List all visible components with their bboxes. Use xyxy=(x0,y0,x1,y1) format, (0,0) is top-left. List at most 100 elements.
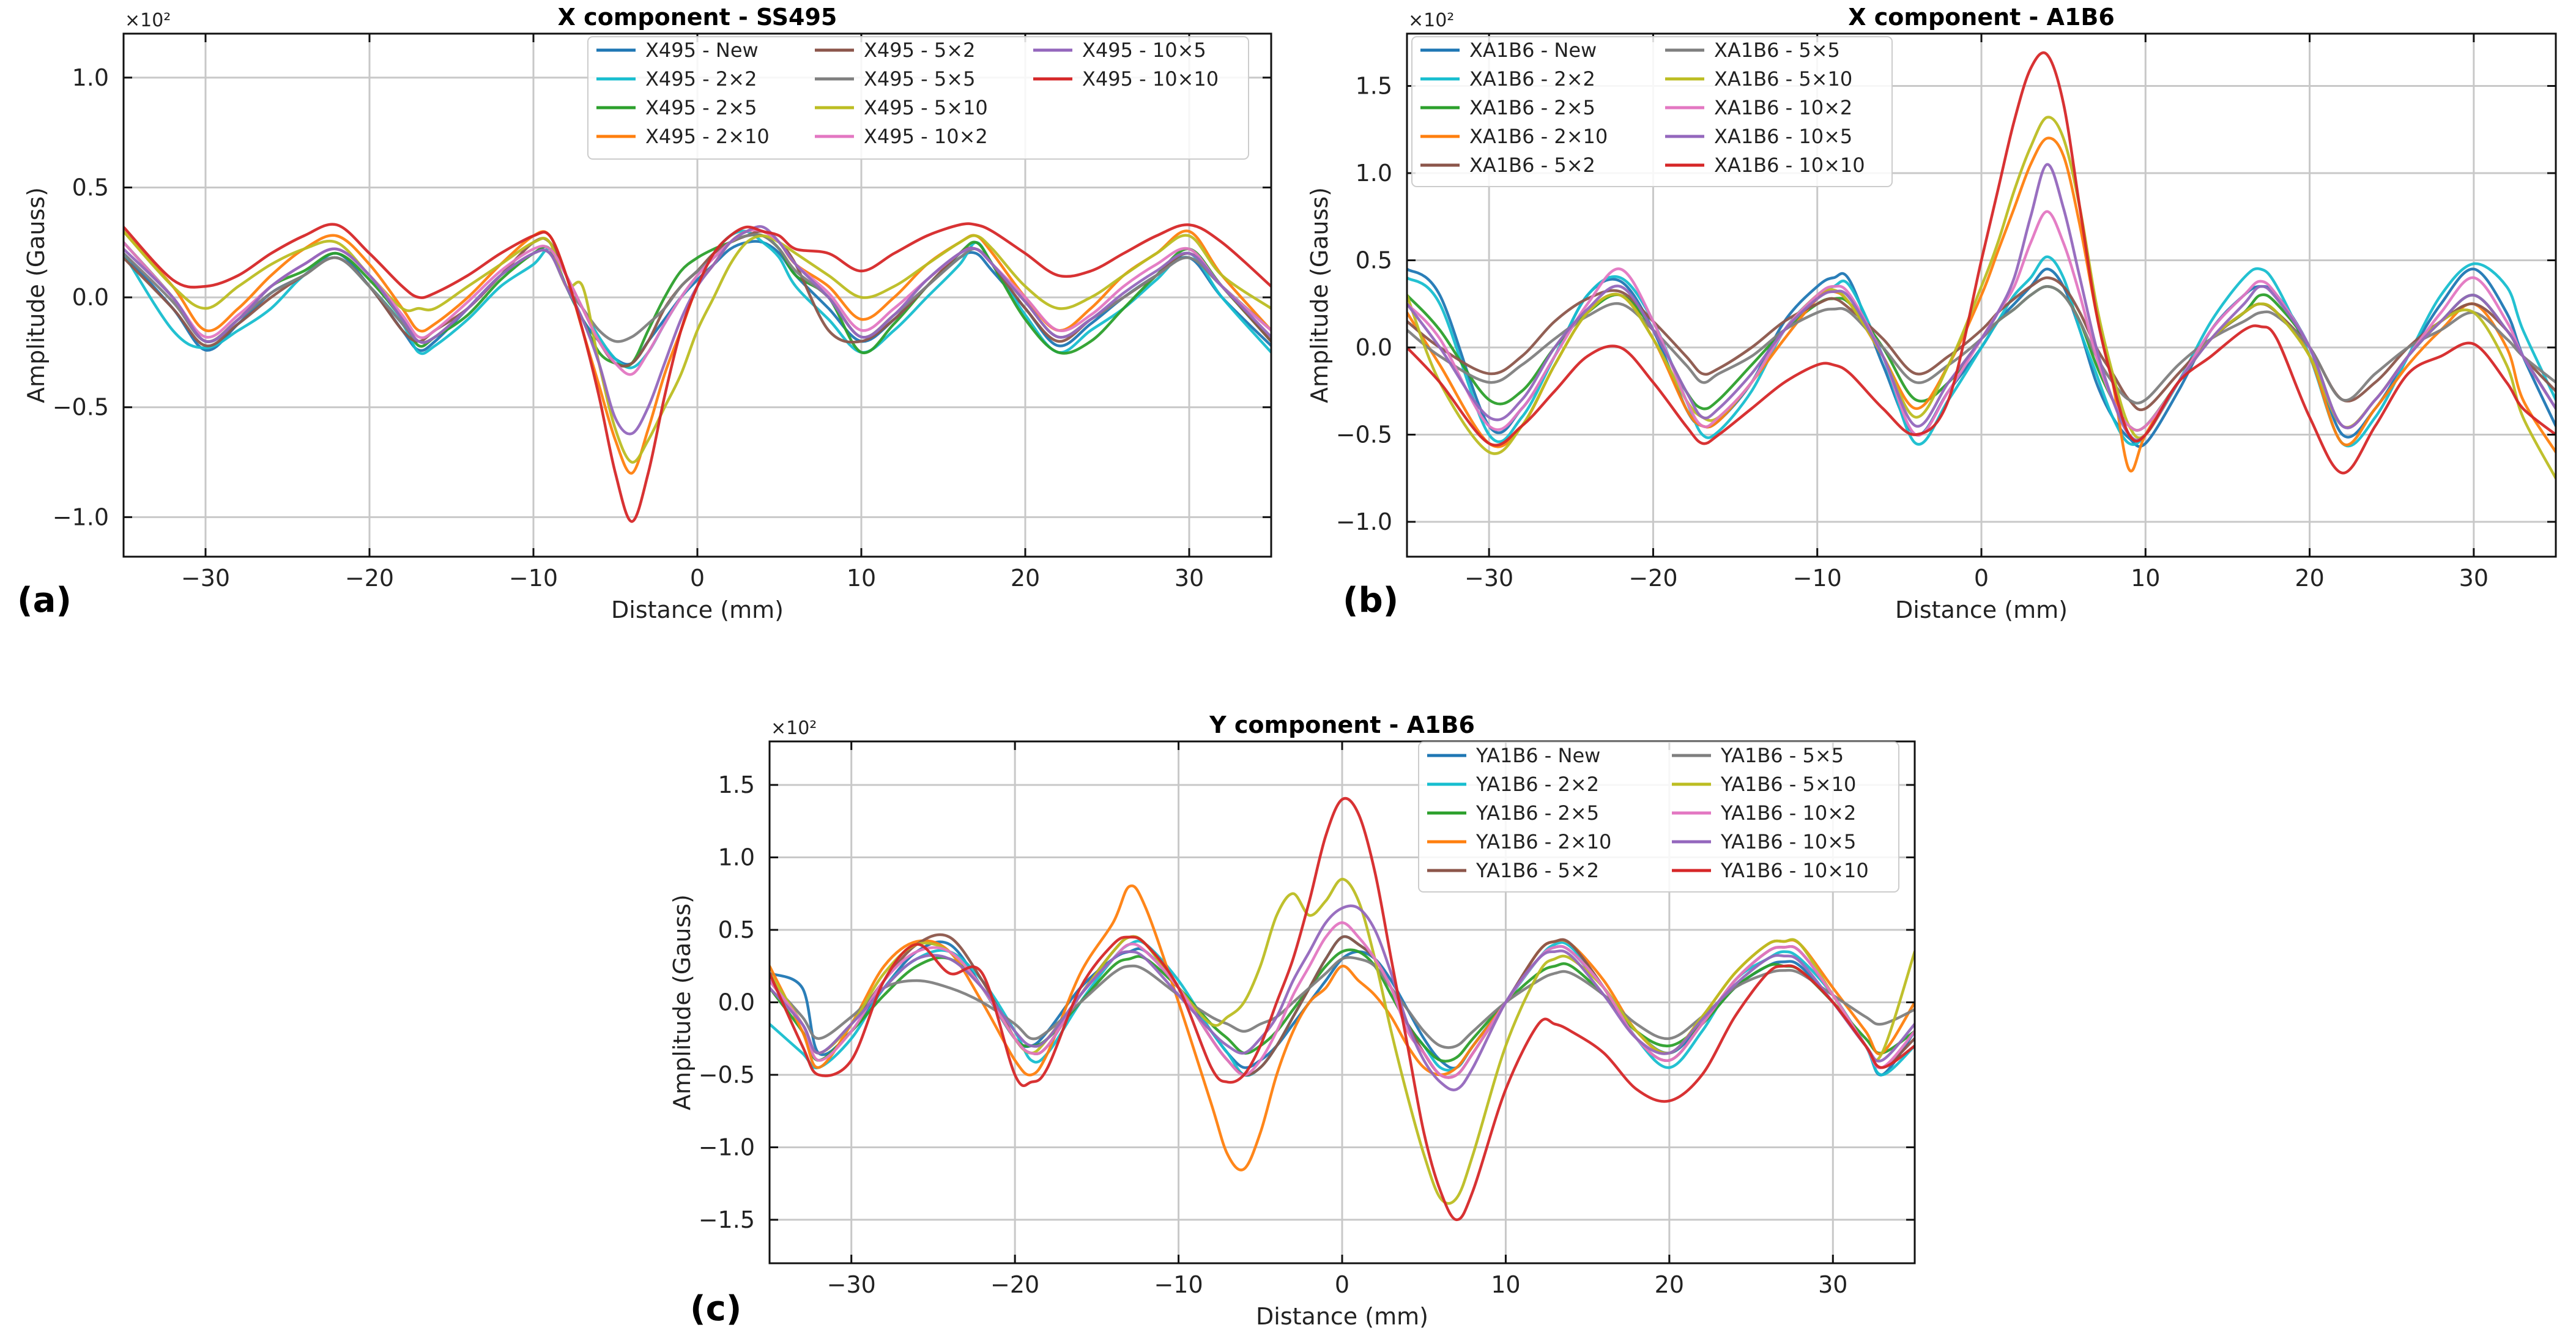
y-axis-title: Amplitude (Gauss) xyxy=(669,894,696,1110)
legend-entry: XA1B6 - 10×10 xyxy=(1714,154,1865,177)
legend: X495 - New X495 - 2×2 X495 - 2×5 X495 - 2×1… xyxy=(587,36,1249,160)
x-tick-label: 30 xyxy=(1818,1271,1847,1298)
legend-entry: XA1B6 - 10×2 xyxy=(1714,96,1852,119)
series-line xyxy=(124,233,1271,368)
legend-box xyxy=(1418,741,1899,893)
legend-entry: X495 - New xyxy=(645,39,759,62)
legend-entry: X495 - 10×2 xyxy=(864,125,988,148)
series-group xyxy=(1407,51,2556,480)
legend-entry: XA1B6 - 10×5 xyxy=(1714,125,1852,148)
series-line xyxy=(124,225,1271,436)
x-tick-label: 0 xyxy=(1335,1271,1349,1298)
legend-entry: X495 - 5×5 xyxy=(864,67,975,91)
series-line xyxy=(770,921,1915,1079)
panel-letter: (b) xyxy=(1343,581,1398,620)
panel-b-chart: −30 −20 −10 0 10 20 30 −1.0 −0.5 0.0 0.5 1.0 1.5 ×10²… xyxy=(1306,4,2557,623)
y-tick-label: −0.5 xyxy=(53,394,109,421)
legend-entry: YA1B6 - 2×10 xyxy=(1475,830,1611,853)
legend: YA1B6 - New YA1B6 - 2×2 YA1B6 - 2×5 YA1B6 -… xyxy=(1418,741,1899,893)
legend-entry: X495 - 5×2 xyxy=(864,39,975,62)
x-tick-label: −20 xyxy=(1628,565,1677,592)
x-axis-title: Distance (mm) xyxy=(611,596,784,623)
legend-entry: XA1B6 - 2×5 xyxy=(1469,96,1595,119)
legend-entry: YA1B6 - 2×2 xyxy=(1475,773,1599,796)
x-tick-label: 20 xyxy=(1011,565,1040,592)
y-tick-label: −1.0 xyxy=(699,1134,755,1160)
x-tick-label: −30 xyxy=(827,1271,876,1298)
x-tick-label: −30 xyxy=(1464,565,1513,592)
series-line xyxy=(1407,51,2556,475)
legend-entry: X495 - 10×10 xyxy=(1082,67,1219,91)
legend-entry: YA1B6 - 5×10 xyxy=(1720,773,1856,796)
series-group xyxy=(124,222,1271,523)
series-group xyxy=(770,796,1915,1222)
x-tick-label: 0 xyxy=(690,565,705,592)
x-tick-label: 0 xyxy=(1974,565,1989,592)
legend-entry: YA1B6 - 10×5 xyxy=(1720,830,1856,853)
legend-entry: XA1B6 - 2×10 xyxy=(1469,125,1608,148)
legend-entry: XA1B6 - New xyxy=(1469,39,1597,62)
x-tick-label: −10 xyxy=(1154,1271,1203,1298)
legend-entry: XA1B6 - 5×2 xyxy=(1469,154,1595,177)
series-line xyxy=(1407,163,2556,442)
y-tick-label: −1.0 xyxy=(1336,508,1392,535)
chart-title: X component - A1B6 xyxy=(1848,4,2115,31)
legend-box xyxy=(1411,36,1893,187)
panel-c-chart: −30 −20 −10 0 10 20 30 −1.5 −1.0 −0.5 0.0 0.5 1.0 1.5… xyxy=(669,711,1916,1330)
x-tick-label: −20 xyxy=(345,565,394,592)
y-multiplier-label: ×10² xyxy=(771,718,817,739)
legend-entry: X495 - 2×5 xyxy=(645,96,757,119)
legend-box xyxy=(587,36,1249,160)
panel-letter: (c) xyxy=(690,1289,741,1329)
x-tick-label: −30 xyxy=(181,565,230,592)
y-axis-title: Amplitude (Gauss) xyxy=(23,187,50,403)
x-tick-label: −10 xyxy=(1793,565,1842,592)
legend-entry: XA1B6 - 2×2 xyxy=(1469,67,1595,91)
legend-entry: X495 - 2×10 xyxy=(645,125,770,148)
y-tick-label: 1.5 xyxy=(718,771,755,798)
x-tick-label: 20 xyxy=(2295,565,2324,592)
y-multiplier-label: ×10² xyxy=(125,10,171,31)
legend: XA1B6 - New XA1B6 - 2×2 XA1B6 - 2×5 XA1B6 -… xyxy=(1411,36,1893,187)
y-tick-label: 0.5 xyxy=(72,174,109,201)
legend-entry: XA1B6 - 5×5 xyxy=(1714,39,1840,62)
y-tick-label: −0.5 xyxy=(1336,421,1392,448)
y-tick-label: −1.5 xyxy=(699,1206,755,1233)
chart-title: X component - SS495 xyxy=(558,4,837,31)
y-tick-label: 1.0 xyxy=(718,844,755,871)
y-tick-label: 1.0 xyxy=(1356,160,1392,187)
x-axis-title: Distance (mm) xyxy=(1895,596,2068,623)
legend-entry: YA1B6 - 2×5 xyxy=(1475,801,1599,825)
legend-entry: YA1B6 - 10×10 xyxy=(1720,859,1869,882)
y-tick-label: 0.0 xyxy=(1356,334,1392,361)
chart-title: Y component - A1B6 xyxy=(1209,711,1475,738)
legend-entry: X495 - 10×5 xyxy=(1082,39,1206,62)
y-multiplier-label: ×10² xyxy=(1408,10,1454,31)
panel-letter: (a) xyxy=(17,581,72,620)
y-tick-label: 1.0 xyxy=(72,64,109,91)
y-tick-label: −0.5 xyxy=(699,1061,755,1088)
x-tick-label: 30 xyxy=(1175,565,1204,592)
legend-entry: X495 - 5×10 xyxy=(864,96,988,119)
x-tick-label: 30 xyxy=(2459,565,2489,592)
legend-entry: YA1B6 - 5×2 xyxy=(1475,859,1599,882)
x-tick-label: −20 xyxy=(990,1271,1039,1298)
y-tick-label: 0.0 xyxy=(72,284,109,311)
series-line xyxy=(770,796,1915,1222)
legend-entry: YA1B6 - 10×2 xyxy=(1720,801,1856,825)
y-tick-label: 1.5 xyxy=(1356,73,1392,100)
legend-entry: XA1B6 - 5×10 xyxy=(1714,67,1852,91)
y-axis-title: Amplitude (Gauss) xyxy=(1306,187,1333,403)
legend-entry: YA1B6 - 5×5 xyxy=(1720,744,1844,767)
x-axis-title: Distance (mm) xyxy=(1256,1303,1428,1330)
series-line xyxy=(1407,267,2556,448)
x-tick-label: 10 xyxy=(847,565,876,592)
x-tick-label: 10 xyxy=(1491,1271,1520,1298)
series-line xyxy=(770,904,1915,1091)
y-tick-label: 0.5 xyxy=(718,916,755,943)
legend-entry: X495 - 2×2 xyxy=(645,67,757,91)
y-tick-label: 0.0 xyxy=(718,989,755,1016)
x-tick-label: 20 xyxy=(1655,1271,1684,1298)
y-tick-label: 0.5 xyxy=(1356,247,1392,274)
